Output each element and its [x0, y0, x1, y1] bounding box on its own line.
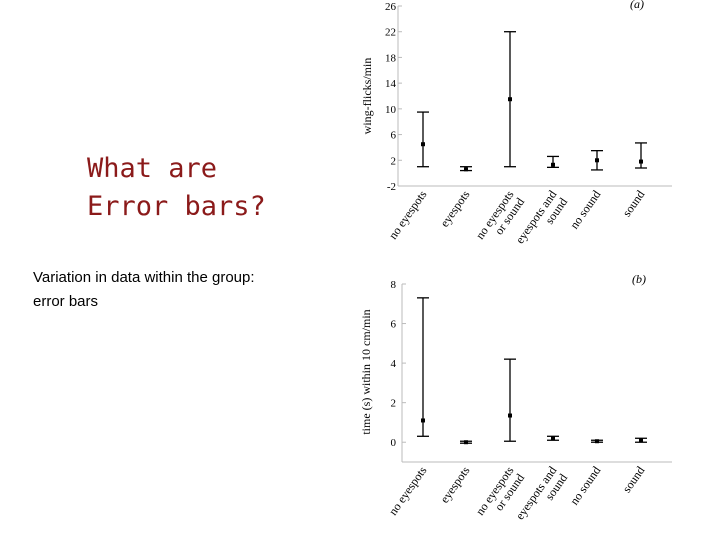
- category-label-line: no sound: [567, 188, 604, 232]
- mean-point: [595, 158, 599, 163]
- y-tick-label: 26: [385, 1, 397, 13]
- y-tick-label: 6: [391, 319, 397, 331]
- category-label: eyespots: [437, 187, 472, 229]
- mean-point: [639, 438, 643, 443]
- category-label-line: no sound: [567, 464, 604, 508]
- y-axis-label-a: wing-flicks/min: [360, 58, 374, 135]
- category-label: no sound: [567, 464, 604, 508]
- y-tick-label: 2: [391, 398, 397, 410]
- panel-label-a: (a): [630, 0, 644, 11]
- mean-point: [551, 436, 555, 441]
- category-label: no eyespots: [386, 187, 430, 241]
- y-tick-label: 6: [391, 130, 397, 142]
- y-tick-label: 10: [385, 104, 397, 116]
- slide-title: What are Error bars?: [87, 153, 266, 222]
- mean-point: [551, 162, 555, 167]
- mean-point: [421, 142, 425, 147]
- slide-body-text: Variation in data within the group: erro…: [33, 269, 255, 310]
- mean-point: [639, 159, 643, 164]
- category-label: no sound: [567, 188, 604, 232]
- mean-point: [508, 97, 512, 102]
- category-label: eyespots andsound: [513, 188, 570, 254]
- mean-point: [464, 440, 468, 445]
- mean-point: [595, 439, 599, 444]
- category-label: eyespots andsound: [513, 464, 570, 530]
- category-label-line: sound: [620, 464, 648, 496]
- y-axis-label-b: time (s) within 10 cm/min: [359, 309, 373, 434]
- y-tick-label: 22: [385, 27, 396, 39]
- y-tick-label: -2: [387, 181, 396, 193]
- category-label: sound: [620, 188, 648, 220]
- y-tick-label: 14: [385, 78, 397, 90]
- mean-point: [464, 167, 468, 172]
- category-label-line: sound: [620, 188, 648, 220]
- category-label-line: no eyespots: [386, 187, 430, 241]
- mean-point: [421, 418, 425, 423]
- y-tick-label: 0: [391, 437, 397, 449]
- y-tick-label: 2: [391, 155, 397, 167]
- category-label: no eyespots: [386, 463, 430, 517]
- panel-label-b: (b): [632, 272, 646, 286]
- category-label-line: eyespots: [437, 187, 472, 229]
- y-tick-label: 8: [391, 279, 397, 291]
- category-label: eyespots: [437, 463, 472, 505]
- y-tick-label: 4: [391, 358, 397, 370]
- panel-b: (b) time (s) within 10 cm/min 0 2 4 6 8 no ey…: [359, 272, 672, 530]
- y-tick-label: 18: [385, 52, 397, 64]
- mean-point: [508, 413, 512, 418]
- category-label-line: no eyespots: [386, 463, 430, 517]
- category-label-line: eyespots: [437, 463, 472, 505]
- category-label: sound: [620, 464, 648, 496]
